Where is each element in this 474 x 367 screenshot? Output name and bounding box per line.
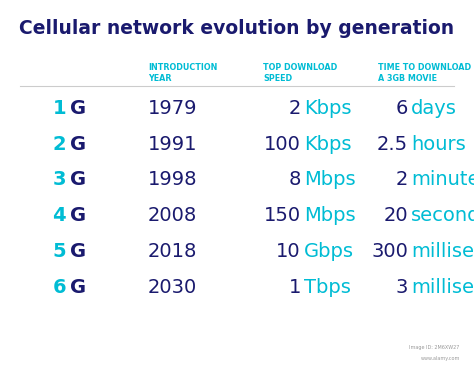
Text: Gbps: Gbps [304,242,354,261]
Text: INTRODUCTION
YEAR: INTRODUCTION YEAR [148,63,218,83]
Text: G: G [70,278,86,297]
Text: Tbps: Tbps [304,278,351,297]
Text: Mbps: Mbps [304,206,356,225]
Text: 2: 2 [289,99,301,118]
Text: 300: 300 [371,242,408,261]
Text: G: G [70,171,86,189]
Text: 2.5: 2.5 [377,135,408,154]
Text: G: G [70,135,86,154]
Text: 20: 20 [383,206,408,225]
Text: 5: 5 [52,242,66,261]
Text: 6: 6 [396,99,408,118]
Text: 1991: 1991 [148,135,198,154]
Text: 2: 2 [52,135,66,154]
Text: G: G [70,206,86,225]
Text: 2018: 2018 [148,242,197,261]
Text: www.alamy.com: www.alamy.com [420,356,460,361]
Text: 1979: 1979 [148,99,198,118]
Text: 2008: 2008 [148,206,197,225]
Text: 1: 1 [289,278,301,297]
Text: 3: 3 [53,171,66,189]
Text: milliseconds: milliseconds [411,278,474,297]
Text: 150: 150 [264,206,301,225]
Text: 2030: 2030 [148,278,197,297]
Text: 2: 2 [396,171,408,189]
Text: TOP DOWNLOAD
SPEED: TOP DOWNLOAD SPEED [263,63,337,83]
Text: 6: 6 [52,278,66,297]
Text: Kbps: Kbps [304,135,352,154]
Text: Kbps: Kbps [304,99,352,118]
Text: Image ID: 2M6XW27: Image ID: 2M6XW27 [410,345,460,350]
Text: 100: 100 [264,135,301,154]
Text: 10: 10 [276,242,301,261]
Text: 4: 4 [52,206,66,225]
Text: hours: hours [411,135,466,154]
Text: days: days [411,99,457,118]
Text: G: G [70,99,86,118]
Text: seconds: seconds [411,206,474,225]
Text: minutes: minutes [411,171,474,189]
Text: alamy: alamy [19,346,61,360]
Text: 1: 1 [52,99,66,118]
Text: Mbps: Mbps [304,171,356,189]
Text: milliseconds: milliseconds [411,242,474,261]
Text: 1998: 1998 [148,171,198,189]
Text: Cellular network evolution by generation: Cellular network evolution by generation [19,19,455,38]
Text: 8: 8 [289,171,301,189]
Text: 3: 3 [396,278,408,297]
Text: G: G [70,242,86,261]
Text: TIME TO DOWNLOAD
A 3GB MOVIE: TIME TO DOWNLOAD A 3GB MOVIE [378,63,471,83]
